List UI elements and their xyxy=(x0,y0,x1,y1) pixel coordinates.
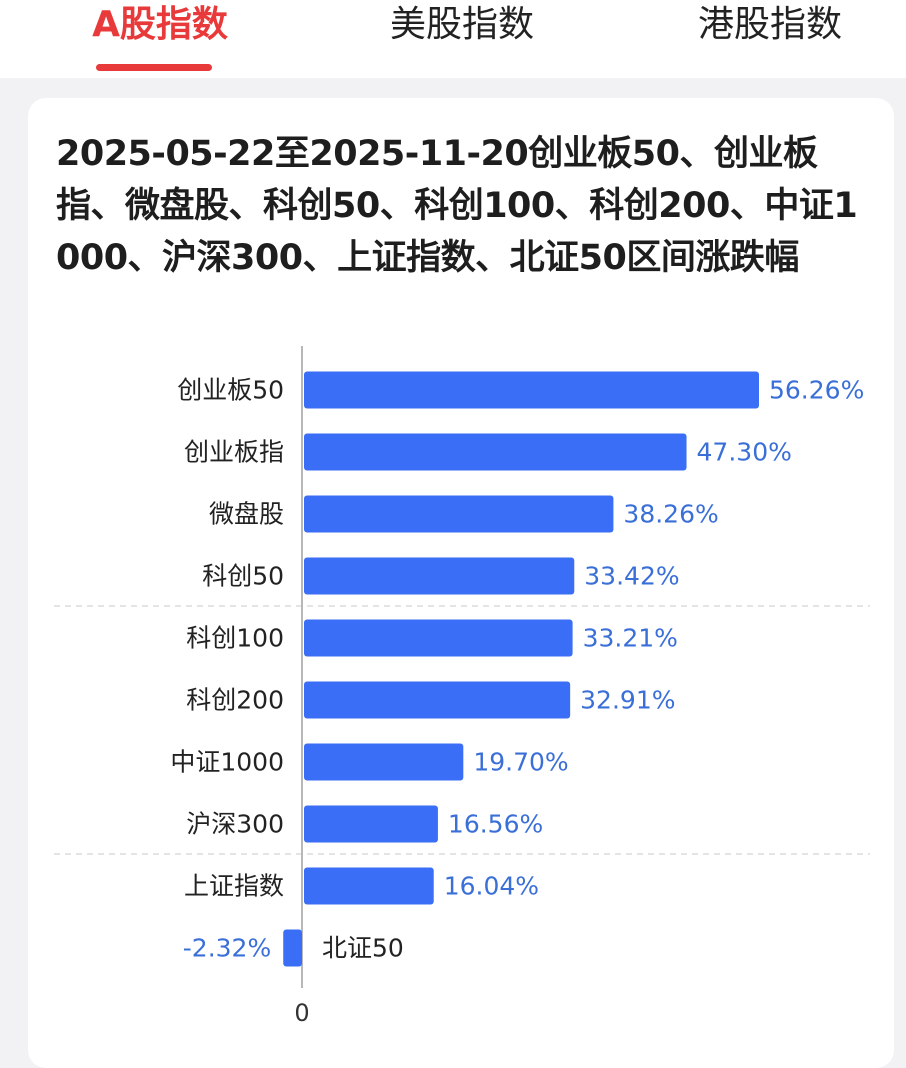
bar-7 xyxy=(304,743,464,781)
value-label-1: 56.26% xyxy=(769,376,864,405)
bar-4 xyxy=(304,557,575,595)
active-tab-indicator xyxy=(96,64,212,71)
bar-8 xyxy=(304,805,438,843)
value-label-10: -2.32% xyxy=(183,934,271,963)
category-label-6: 科创200 xyxy=(186,686,284,715)
chart-title: 2025-05-22至2025-11-20创业板50、创业板指、微盘股、科创50… xyxy=(56,134,858,278)
value-label-2: 47.30% xyxy=(697,438,792,467)
category-label-3: 微盘股 xyxy=(209,500,284,529)
category-label-5: 科创100 xyxy=(186,624,284,653)
tab-hk-stock-index[interactable]: 港股指数 xyxy=(697,4,842,45)
value-label-4: 33.42% xyxy=(584,562,679,591)
bar-2 xyxy=(304,433,687,471)
category-label-4: 科创50 xyxy=(202,562,284,591)
category-label-1: 创业板50 xyxy=(177,376,284,405)
category-label-2: 创业板指 xyxy=(184,438,284,467)
value-label-5: 33.21% xyxy=(583,624,678,653)
bar-5 xyxy=(304,619,573,657)
bar-1 xyxy=(304,371,759,409)
bar-6 xyxy=(304,681,571,719)
value-label-7: 19.70% xyxy=(473,748,568,777)
category-label-9: 上证指数 xyxy=(184,872,284,901)
category-label-8: 沪深300 xyxy=(186,810,284,839)
value-label-3: 38.26% xyxy=(623,500,718,529)
category-label-10: 北证50 xyxy=(322,934,404,963)
x-tick-label-zero: 0 xyxy=(294,999,309,1027)
value-label-6: 32.91% xyxy=(580,686,675,715)
bar-3 xyxy=(304,495,614,533)
bar-9 xyxy=(304,867,434,905)
tab-us-stock-index[interactable]: 美股指数 xyxy=(389,4,534,45)
category-label-7: 中证1000 xyxy=(170,748,284,777)
bar-10 xyxy=(283,929,302,967)
value-label-8: 16.56% xyxy=(448,810,543,839)
tab-a-share-index[interactable]: A股指数 xyxy=(92,4,228,45)
value-label-9: 16.04% xyxy=(444,872,539,901)
index-tab-bar: A股指数 美股指数 港股指数 xyxy=(0,0,906,78)
